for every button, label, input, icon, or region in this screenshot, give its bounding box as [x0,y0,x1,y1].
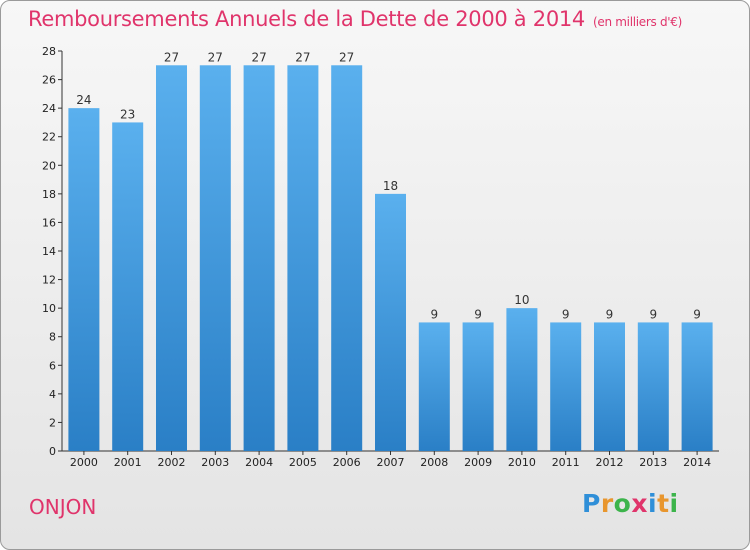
x-tick-label: 2013 [639,456,667,469]
x-tick-label: 2008 [420,456,448,469]
x-tick-label: 2006 [333,456,361,469]
data-label: 27 [164,50,179,64]
data-labels: 24 23 27 27 27 27 27 18 9 9 10 9 9 9 9 [76,50,701,321]
chart-title-text: Remboursements Annuels de la Dette de 20… [28,7,585,31]
data-label: 9 [693,307,701,321]
logo-letter: P [582,489,601,518]
x-tick-label: 2000 [70,456,98,469]
data-label: 23 [120,107,135,121]
y-tick-label: 0 [49,445,56,458]
y-tick-label: 16 [42,216,56,229]
bar [331,65,363,452]
y-tick-label: 2 [49,416,56,429]
y-tick-label: 24 [42,102,56,115]
logo-letter: x [631,489,648,518]
logo-letter: i [669,489,679,518]
bar [156,65,187,452]
bar [594,322,625,451]
logo-letter: o [613,489,632,518]
bars [68,65,713,452]
x-tick-label: 2007 [377,456,405,469]
x-tick-label: 2009 [464,456,492,469]
commune-name: ONJON [29,495,97,519]
data-label: 9 [562,307,570,321]
x-axis: 2000 2001 2002 2003 2004 2005 2006 2007 2008 2009… [62,450,719,469]
chart-title: Remboursements Annuels de la Dette de 20… [28,7,682,31]
bar [550,322,582,451]
bar [375,193,406,451]
bar [506,308,538,451]
data-label: 9 [606,307,614,321]
bar [637,322,669,451]
x-tick-label: 2012 [596,456,624,469]
y-tick-label: 10 [42,302,56,315]
x-tick-label: 2003 [201,456,229,469]
y-tick-label: 18 [42,188,56,201]
y-tick-label: 26 [42,74,56,87]
y-tick-label: 20 [42,159,56,172]
x-tick-label: 2002 [158,456,186,469]
x-tick-label: 2011 [552,456,580,469]
data-label: 9 [430,307,438,321]
x-tick-label: 2001 [114,456,142,469]
bar [112,122,144,451]
chart-subtitle: (en milliers d'€) [593,15,683,29]
data-label: 24 [76,93,91,107]
bar [287,65,319,452]
data-label: 9 [474,307,482,321]
data-label: 9 [649,307,657,321]
data-label: 10 [514,293,529,307]
x-tick-label: 2014 [683,456,711,469]
y-tick-label: 14 [42,245,56,258]
bar [462,322,494,451]
data-label: 27 [251,50,266,64]
data-label: 27 [339,50,354,64]
bar [68,108,100,452]
x-tick-label: 2004 [245,456,273,469]
x-tick-label: 2005 [289,456,317,469]
logo-letter: t [657,489,670,518]
x-tick-label: 2010 [508,456,536,469]
y-tick-label: 4 [49,388,56,401]
bar [418,322,450,451]
logo-letter: i [648,489,658,518]
y-tick-label: 8 [49,331,56,344]
proxiti-logo: Proxiti [582,489,679,518]
y-tick-label: 22 [42,131,56,144]
data-label: 27 [208,50,223,64]
y-tick-label: 12 [42,274,56,287]
y-tick-label: 6 [49,359,56,372]
data-label: 18 [383,179,398,193]
logo-letter: r [600,489,614,518]
bar [681,322,713,451]
data-label: 27 [295,50,310,64]
bar [199,65,231,452]
y-tick-label: 28 [42,45,56,58]
bar [243,65,275,452]
